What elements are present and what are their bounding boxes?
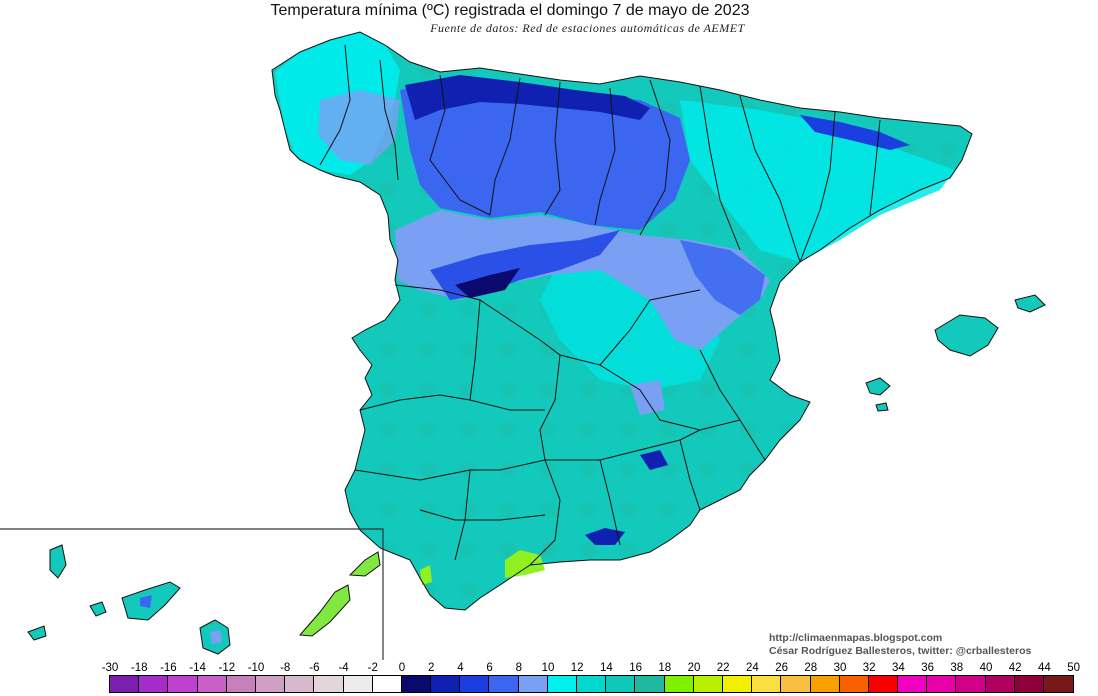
- legend-tick-label: 12: [570, 662, 584, 674]
- legend-tick-label: -14: [189, 662, 206, 674]
- green-zone-cadiz-coast: [420, 565, 432, 585]
- legend-tick-label: -18: [130, 662, 148, 674]
- legend-tick-label: 8: [515, 662, 522, 674]
- lightblue-zone-galicia: [318, 90, 400, 165]
- legend-tick-label: 24: [745, 662, 759, 674]
- legend-tick-label: 0: [398, 662, 406, 674]
- legend-tick-label: 10: [541, 662, 555, 674]
- darkblue-zone-pyrenees: [800, 115, 910, 150]
- el-hierro-island: [27, 625, 47, 641]
- legend-tick-label: 14: [599, 662, 613, 674]
- la-gomera-island: [89, 601, 107, 617]
- legend-swatch: [577, 676, 607, 692]
- darkblue-zone-cantabrica: [405, 75, 650, 120]
- legend-swatch: [693, 676, 723, 692]
- legend-tick-label: 44: [1037, 662, 1051, 674]
- credit-author: César Rodríguez Ballesteros, twitter: @c…: [769, 645, 1032, 657]
- legend-swatch: [110, 676, 140, 692]
- legend-swatch: [1044, 676, 1074, 692]
- legend-tick-label: 4: [457, 662, 464, 674]
- legend-swatch: [285, 676, 315, 692]
- legend-swatch: [606, 676, 636, 692]
- map-subtitle: Fuente de datos: Red de estaciones autom…: [430, 21, 745, 35]
- legend-swatch: [868, 676, 899, 692]
- legend-tick-label: 6: [486, 662, 493, 674]
- legend-swatch: [547, 676, 577, 692]
- legend-swatch: [664, 676, 694, 692]
- legend-tick-label: 28: [804, 662, 818, 674]
- canary-inset-frame: [0, 528, 384, 660]
- legend-swatch: [722, 676, 753, 692]
- map-title: Temperatura mínima (ºC) registrada el do…: [270, 2, 750, 19]
- legend-tick-label: 30: [833, 662, 847, 674]
- legend-swatch: [139, 676, 169, 692]
- legend-swatch: [460, 676, 490, 692]
- legend-tick-label: -30: [101, 662, 119, 674]
- legend-tick-label: 22: [716, 662, 730, 674]
- legend-tick-label: 40: [979, 662, 993, 674]
- darkblue-zone-sierra-nevada: [585, 528, 625, 545]
- legend-swatch: [1014, 676, 1044, 692]
- legend-tick-label: -6: [309, 662, 320, 674]
- legend-tick-label: 20: [687, 662, 701, 674]
- legend-swatch: [898, 676, 928, 692]
- green-zone-malaga-coast: [505, 550, 545, 578]
- blue-zone-castilla-leon: [400, 78, 690, 230]
- legend-tick-label: 36: [921, 662, 934, 674]
- credit-block: http://climaenmapas.blogspot.com César R…: [769, 632, 1031, 658]
- credit-url: http://climaenmapas.blogspot.com: [769, 632, 943, 644]
- legend-swatch: [635, 676, 665, 692]
- legend-tick-label: 16: [629, 662, 642, 674]
- legend-color-bar: [109, 675, 1075, 693]
- lightblue-zone-meseta: [395, 210, 770, 350]
- province-borders: [271, 31, 973, 611]
- legend-tick-label: -10: [247, 662, 265, 674]
- formentera-island: [875, 402, 889, 412]
- legend-swatch: [314, 676, 344, 692]
- la-palma-island: [49, 544, 67, 579]
- fuerteventura-island: [298, 584, 351, 637]
- legend-tick-label: 50: [1067, 662, 1080, 674]
- legend-swatch: [255, 676, 286, 692]
- legend-swatch: [168, 676, 198, 692]
- legend-tick-label: -16: [160, 662, 177, 674]
- ibiza-island: [865, 377, 891, 396]
- legend-tick-label: -8: [280, 662, 291, 674]
- legend-swatch: [927, 676, 957, 692]
- legend-swatch: [401, 676, 432, 692]
- legend-swatch: [489, 676, 519, 692]
- legend-swatch: [431, 676, 461, 692]
- legend-swatch: [343, 676, 373, 692]
- legend-tick-label: 18: [658, 662, 672, 674]
- legend-swatch: [956, 676, 986, 692]
- legend-swatch: [781, 676, 811, 692]
- legend-tick-label: 26: [775, 662, 788, 674]
- lanzarote-island: [348, 551, 381, 577]
- cyan-zone-northeast: [680, 100, 955, 262]
- legend-swatch: [985, 676, 1015, 692]
- menorca-island: [1014, 294, 1046, 313]
- legend-tick-label: 32: [862, 662, 876, 674]
- legend-swatch: [839, 676, 869, 692]
- darkblue-zone-gredos: [455, 268, 520, 298]
- legend-tick-labels: -30 -18 -16 -14 -12 -10 -8 -6 -4 -2 0 2 4 6 8 10 12 14 16 1…: [0, 662, 1098, 676]
- legend-swatch: [810, 676, 840, 692]
- darkblue-zone-cazorla: [640, 450, 668, 470]
- legend-tick-label: -12: [218, 662, 236, 674]
- legend-swatch: [372, 676, 402, 692]
- legend-tick-label: -2: [367, 662, 378, 674]
- blue-zone-iberico: [680, 240, 765, 315]
- mallorca-island: [934, 314, 999, 357]
- legend-tick-label: 2: [427, 662, 435, 674]
- legend-tick-label: -4: [338, 662, 349, 674]
- legend-swatch: [226, 676, 256, 692]
- legend-tick-label: 34: [891, 662, 905, 674]
- legend-swatch: [752, 676, 782, 692]
- legend-tick-label: 42: [1008, 662, 1022, 674]
- legend-tick-label: 38: [950, 662, 964, 674]
- legend-swatch: [197, 676, 227, 692]
- legend-swatch: [518, 676, 548, 692]
- temperature-map: [0, 31, 1046, 660]
